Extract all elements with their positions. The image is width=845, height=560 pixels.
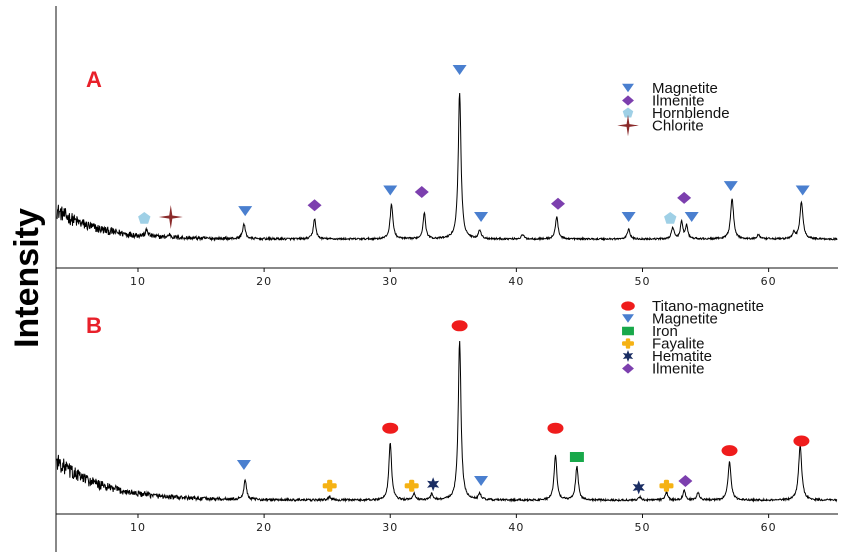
panel-b-ticks: 10 20 30 40 50 60: [130, 514, 777, 534]
hematite-legend-label: Hematite: [652, 348, 712, 365]
panel-b-trace: [56, 340, 838, 503]
panel-b-tick-label: 40: [508, 521, 524, 534]
chlorite-legend-label: Chlorite: [652, 118, 704, 135]
panel-b-legend: Titano-magnetiteMagnetiteIronFayaliteHem…: [621, 298, 764, 378]
panel-b-tick-label: 60: [761, 521, 777, 534]
ilmenite-peak-marker: [678, 475, 693, 487]
titano-magnetite-legend-label: Titano-magnetite: [652, 298, 764, 315]
magnetite-peak-marker: [383, 185, 398, 196]
panel-a-tick-label: 10: [130, 275, 146, 288]
titano-magnetite-peak-marker: [382, 422, 399, 434]
panel-a-trace: [56, 92, 838, 242]
iron-peak-marker: [569, 452, 584, 462]
magnetite-peak-marker: [238, 206, 253, 217]
panel-a-label: A: [86, 67, 102, 92]
magnetite-legend-symbol: [622, 314, 634, 323]
magnetite-peak-marker: [621, 212, 636, 223]
panel-b-tick-label: 50: [635, 521, 651, 534]
iron-legend-label: Iron: [652, 323, 678, 340]
panel-b-tick-label: 20: [256, 521, 272, 534]
hornblende-peak-marker: [138, 211, 151, 224]
panel-b-markers: [236, 320, 810, 495]
magnetite-peak-marker: [684, 212, 699, 223]
panel-b: B 10 20 30 40 50 60 Titano-magnetiteMagnetite…: [56, 298, 838, 534]
ilmenite-peak-marker: [550, 197, 565, 210]
chlorite-peak-marker: [158, 205, 183, 230]
hornblende-legend-label: Hornblende: [652, 105, 730, 122]
titano-magnetite-peak-marker: [451, 320, 468, 332]
panel-a-tick-label: 60: [761, 275, 777, 288]
ilmenite-legend-label: Ilmenite: [652, 361, 705, 378]
panel-a-markers: [138, 65, 810, 230]
panel-a-tick-label: 40: [508, 275, 524, 288]
chlorite-legend-symbol: [617, 114, 639, 137]
y-axis-label: Intensity: [8, 208, 46, 348]
fayalite-legend-symbol: [622, 338, 634, 349]
ilmenite-peak-marker: [677, 191, 692, 204]
titano-magnetite-peak-marker: [793, 435, 810, 447]
panel-a-tick-label: 30: [382, 275, 398, 288]
fayalite-peak-marker: [322, 479, 337, 492]
magnetite-legend-symbol: [622, 83, 634, 93]
panel-a-tick-label: 20: [256, 275, 272, 288]
fayalite-peak-marker: [659, 479, 674, 492]
panel-b-label: B: [86, 313, 102, 338]
magnetite-legend-label: Magnetite: [652, 80, 718, 97]
hematite-peak-marker: [427, 477, 440, 492]
magnetite-peak-marker: [795, 185, 810, 196]
magnetite-peak-marker: [723, 181, 738, 192]
fayalite-legend-label: Fayalite: [652, 336, 705, 353]
magnetite-peak-marker: [474, 212, 489, 223]
ilmenite-legend-symbol: [622, 95, 634, 106]
panel-b-tick-label: 10: [130, 521, 146, 534]
iron-legend-symbol: [622, 326, 634, 336]
hematite-peak-marker: [632, 480, 645, 495]
panel-a-ticks: 10 20 30 40 50 60: [130, 268, 777, 288]
panel-a: A 10 20 30 40 50 60 MagnetiteIlmeniteHornblen…: [56, 65, 838, 288]
ilmenite-peak-marker: [414, 186, 429, 199]
hornblende-peak-marker: [664, 211, 677, 224]
magnetite-peak-marker: [452, 65, 467, 76]
ilmenite-legend-label: Ilmenite: [652, 93, 705, 110]
ilmenite-legend-symbol: [622, 363, 634, 374]
titano-magnetite-peak-marker: [721, 445, 738, 457]
magnetite-peak-marker: [474, 476, 489, 486]
panel-a-tick-label: 50: [635, 275, 651, 288]
panel-b-tick-label: 30: [382, 521, 398, 534]
fayalite-peak-marker: [404, 479, 419, 492]
titano-magnetite-peak-marker: [547, 422, 564, 434]
ilmenite-peak-marker: [307, 199, 322, 212]
magnetite-peak-marker: [236, 460, 251, 470]
magnetite-legend-label: Magnetite: [652, 311, 718, 328]
hematite-legend-symbol: [622, 350, 634, 362]
hornblende-legend-symbol: [622, 107, 634, 118]
titano-magnetite-legend-symbol: [621, 301, 635, 311]
